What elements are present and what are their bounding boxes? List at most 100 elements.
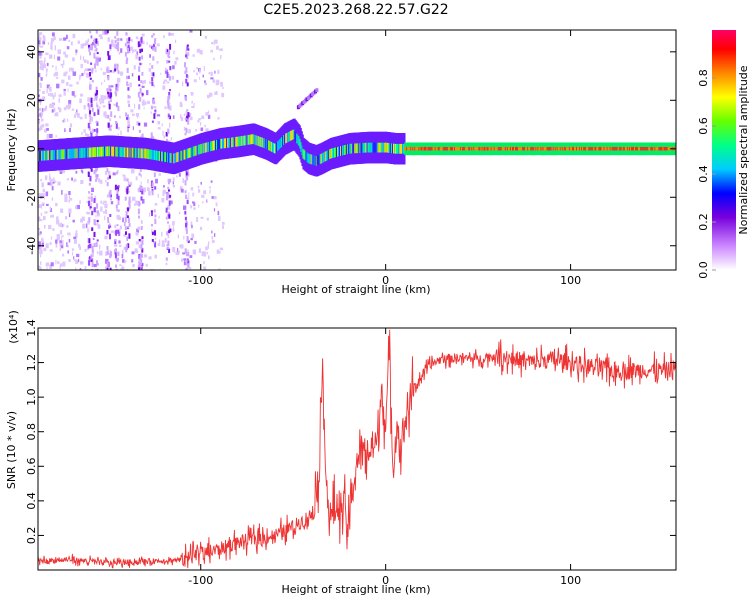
streak-cell — [151, 46, 154, 49]
streak-cell — [138, 215, 140, 219]
streak-cell — [95, 173, 98, 180]
streak-cell — [168, 248, 171, 253]
noise-cell — [62, 261, 66, 267]
snr-y-ticks: 0.2 0.4 0.6 0.8 1.0 1.2 1.4 — [25, 319, 676, 544]
streak-cell — [154, 186, 157, 190]
streak-cell — [114, 239, 117, 245]
noise-cell — [157, 127, 161, 130]
noise-cell — [41, 182, 44, 188]
streak-cell — [169, 178, 172, 183]
streak-cell — [88, 238, 91, 244]
spectrogram-x-ticks: -100 0 100 — [188, 30, 581, 287]
noise-cell — [136, 121, 140, 126]
noise-cell — [75, 267, 77, 270]
noise-cell — [200, 127, 204, 132]
noise-cell — [57, 181, 61, 186]
streak-cell — [187, 240, 190, 243]
noise-cell — [81, 131, 83, 135]
streak-cell — [128, 103, 131, 107]
noise-cell — [203, 266, 207, 270]
noise-cell — [183, 262, 186, 266]
noise-cell — [132, 196, 136, 201]
noise-cell — [167, 73, 171, 78]
streak-cell — [109, 125, 112, 131]
streak-cell — [110, 92, 113, 97]
noise-cell — [105, 180, 107, 183]
noise-cell — [72, 57, 75, 62]
noise-cell — [83, 59, 87, 63]
streak-cell — [186, 82, 189, 87]
noise-cell — [63, 60, 65, 66]
streak-cell — [126, 67, 129, 73]
streak-cell — [96, 59, 99, 66]
noise-cell — [68, 239, 71, 243]
noise-cell — [157, 242, 161, 247]
streak-cell — [167, 247, 170, 250]
noise-cell — [178, 211, 181, 215]
noise-cell — [149, 212, 151, 217]
streak-cell — [95, 97, 98, 101]
streak-cell — [117, 46, 120, 52]
spectrogram-y-label: Frequency (Hz) — [5, 109, 18, 192]
noise-cell — [84, 113, 87, 119]
noise-cell — [64, 197, 68, 203]
noise-cell — [87, 68, 91, 71]
noise-cell — [145, 263, 148, 267]
streak-cell — [186, 259, 189, 266]
noise-cell — [54, 113, 58, 117]
noise-cell — [141, 85, 145, 88]
noise-cell — [164, 69, 168, 74]
streak-cell — [96, 166, 99, 171]
noise-cell — [87, 220, 90, 225]
streak-cell — [169, 115, 171, 120]
noise-cell — [187, 249, 189, 254]
noise-cell — [158, 215, 160, 219]
noise-cell — [145, 101, 147, 105]
noise-cell — [201, 251, 205, 256]
streak-cell — [107, 75, 110, 81]
noise-cell — [179, 101, 183, 105]
noise-cell — [87, 97, 91, 102]
spectrogram-marks — [38, 30, 676, 270]
streak-cell — [168, 32, 171, 36]
streak-cell — [138, 267, 141, 270]
spectrogram-x-label: Height of straight line (km) — [281, 283, 430, 296]
noise-cell — [176, 79, 179, 83]
noise-cell — [54, 180, 57, 183]
noise-cell — [45, 128, 47, 133]
noise-cell — [173, 50, 175, 55]
noise-cell — [96, 56, 100, 60]
streak-cell — [186, 46, 189, 51]
streak-cell — [106, 88, 109, 92]
streak-cell — [110, 99, 112, 102]
noise-cell — [220, 55, 222, 60]
noise-cell — [112, 69, 115, 74]
noise-cell — [38, 37, 42, 41]
streak-cell — [151, 231, 154, 236]
streak-cell — [185, 194, 188, 199]
noise-cell — [197, 120, 200, 123]
noise-cell — [132, 113, 135, 116]
noise-cell — [51, 65, 54, 68]
noise-cell — [38, 200, 40, 204]
streak-cell — [106, 67, 109, 73]
streak-cell — [106, 182, 109, 187]
streak-cell — [96, 210, 99, 214]
streak-cell — [186, 176, 188, 179]
noise-cell — [54, 92, 56, 98]
noise-cell — [64, 71, 68, 74]
noise-cell — [156, 114, 161, 117]
noise-cell — [198, 118, 201, 121]
noise-cell — [211, 42, 214, 45]
colorbar-tick-label: 0.4 — [697, 165, 710, 183]
streak-cell — [115, 248, 117, 253]
noise-cell — [222, 225, 224, 229]
noise-cell — [72, 251, 73, 256]
streak-cell — [186, 53, 189, 60]
noise-cell — [41, 118, 44, 122]
streak-cell — [116, 189, 119, 193]
noise-cell — [39, 249, 43, 255]
noise-cell — [146, 187, 150, 191]
noise-cell — [90, 35, 93, 39]
noise-cell — [79, 98, 82, 104]
